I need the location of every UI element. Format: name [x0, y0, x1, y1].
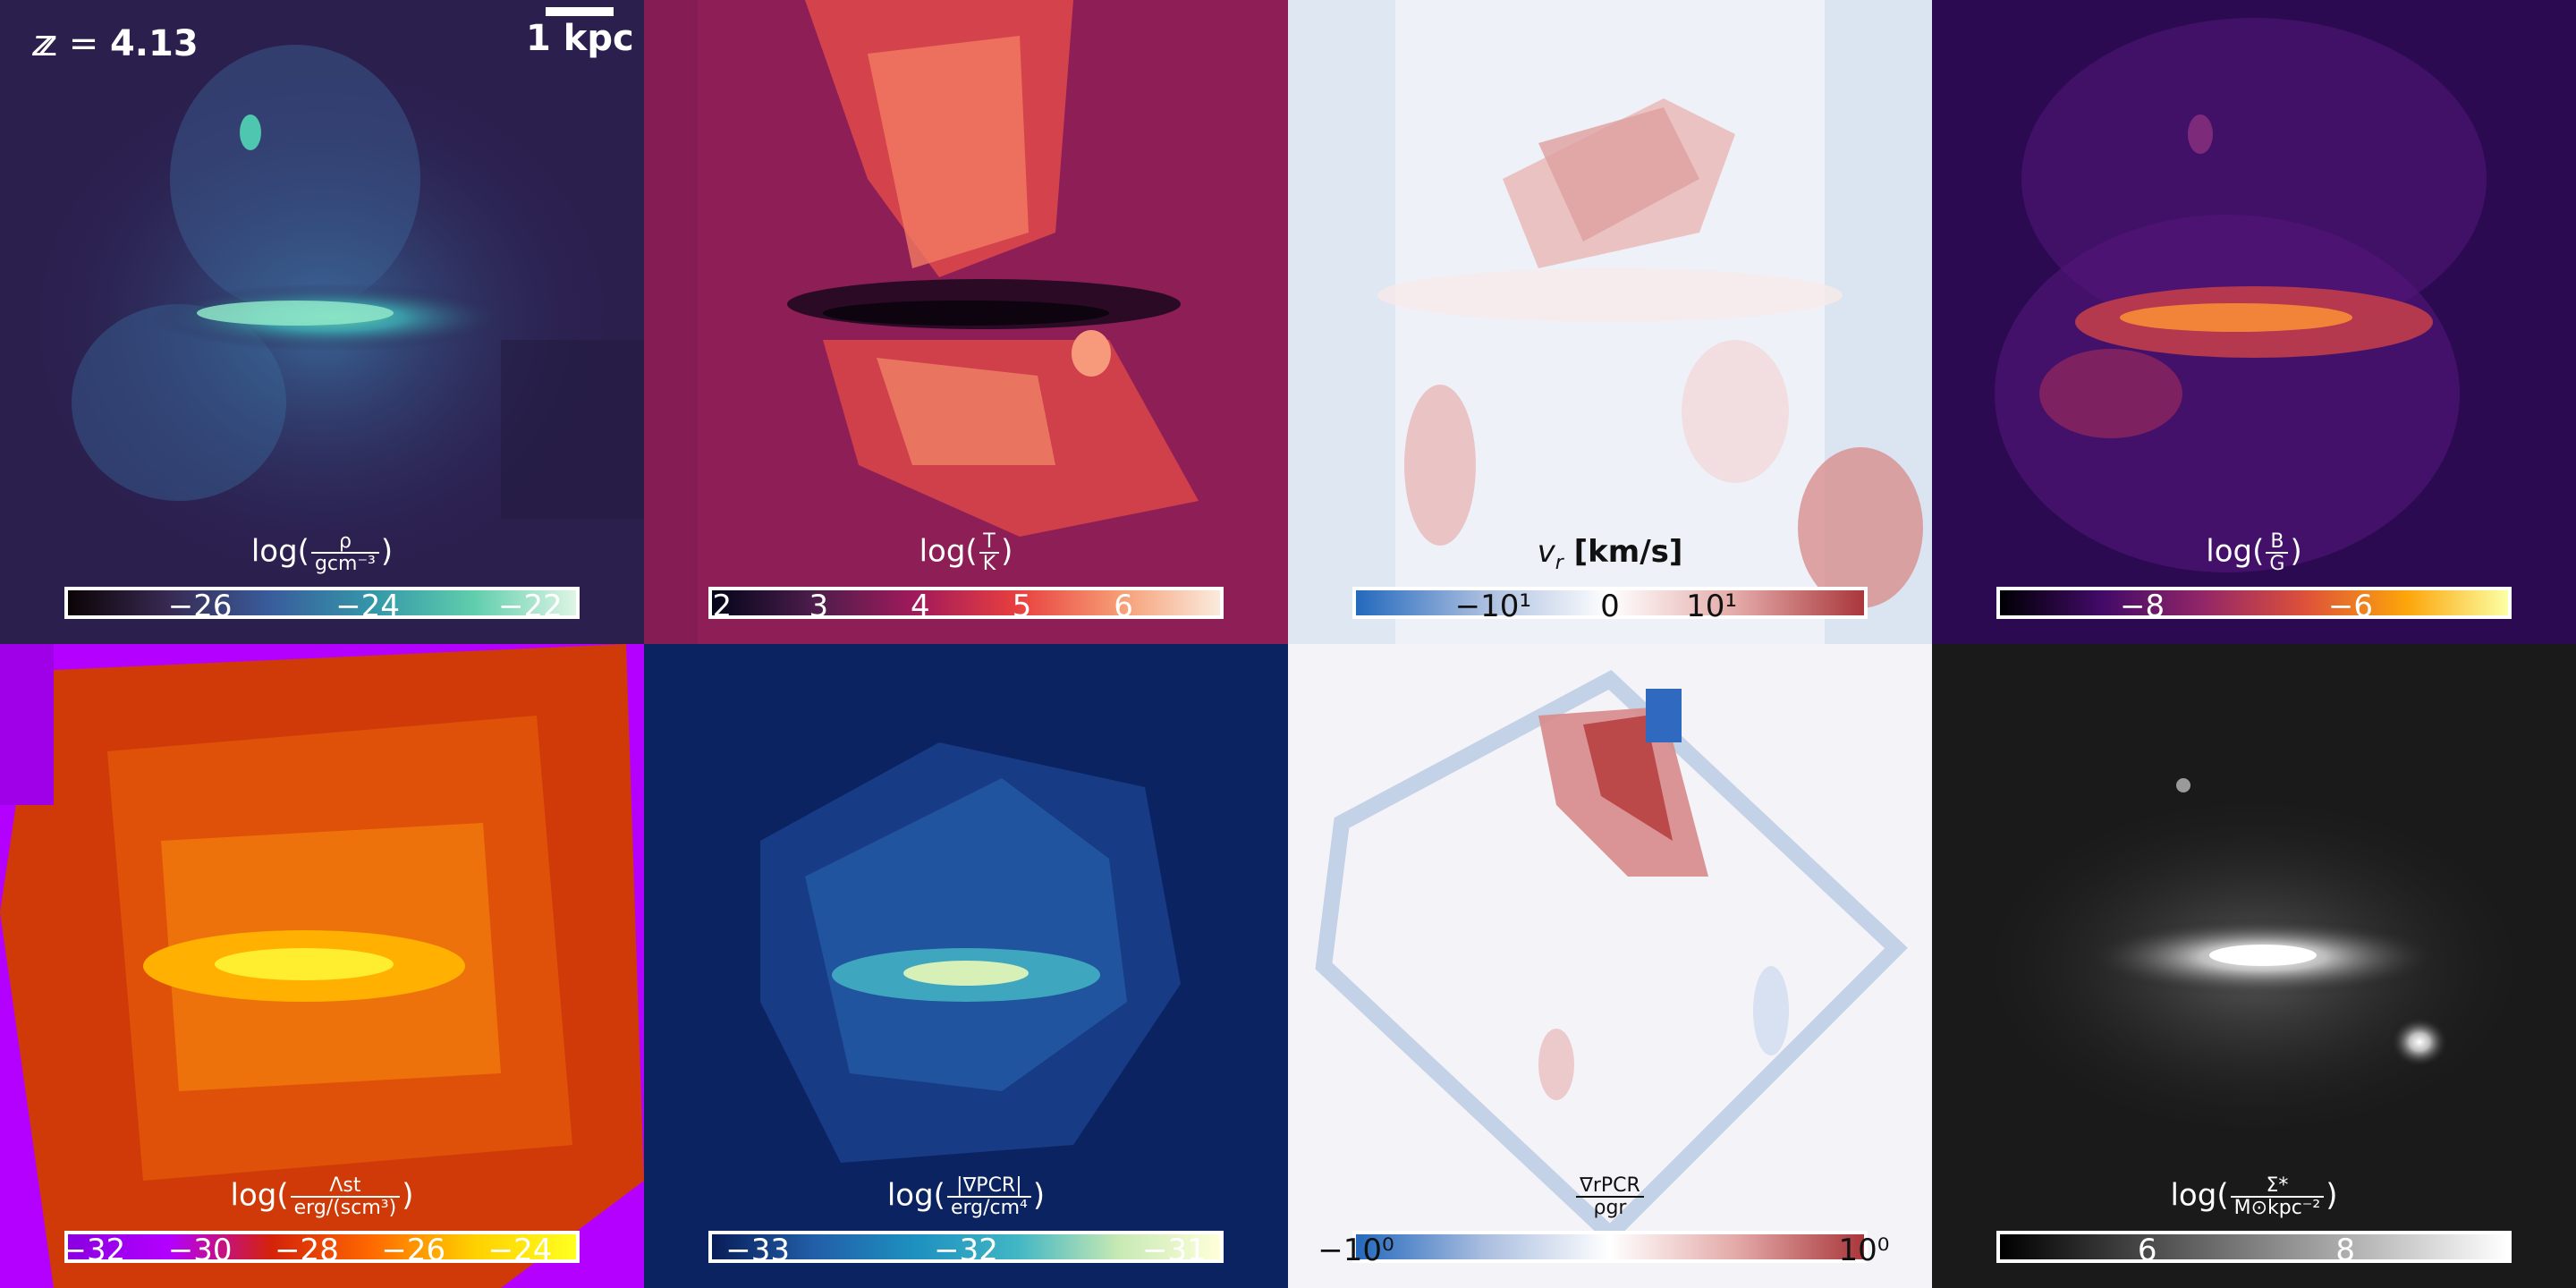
cr-pressure-gradient-tick: −33	[725, 1233, 790, 1268]
radial-velocity-colorbar: −10¹ 0 10¹	[1352, 587, 1868, 623]
magnetic-field-tick: −6	[2327, 589, 2373, 624]
temperature-tick: 6	[1114, 589, 1133, 624]
stellar-surface-density-tick: 6	[2137, 1233, 2157, 1268]
radial-velocity-tick: 10¹	[1686, 589, 1738, 624]
density-tick: −22	[497, 589, 563, 624]
temperature-tick: 3	[809, 589, 829, 624]
temperature-colorbar-label: log(T K)	[919, 530, 1013, 576]
cr-force-ratio-tick: 10⁰	[1838, 1233, 1890, 1268]
streaming-heating-colorbar-label: log(Λst erg/(scm³))	[230, 1174, 414, 1220]
stellar-surface-density-tick: 8	[2335, 1233, 2356, 1268]
temperature-map	[644, 0, 1288, 644]
streaming-heating-tick: −28	[275, 1233, 339, 1268]
magnetic-field-tick: −8	[2119, 589, 2165, 624]
cr-pressure-gradient-tick: −31	[1141, 1233, 1207, 1268]
cr-pressure-gradient-panel: log(|∇PCR| erg/cm⁴) −33 −32 −31	[644, 644, 1288, 1288]
streaming-heating-map	[0, 644, 644, 1288]
stellar-surface-density-colorbar-label: log(Σ* M⊙kpc⁻²)	[2170, 1174, 2338, 1220]
cr-pressure-gradient-tick: −32	[934, 1233, 998, 1268]
cr-force-ratio-tick: −10⁰	[1318, 1233, 1394, 1268]
density-tick: −24	[335, 589, 400, 624]
magnetic-field-panel: log(B G) −8 −6	[1932, 0, 2576, 644]
magnetic-field-colorbar-label: log(B G)	[2206, 530, 2302, 576]
density-colorbar: −26 −24 −22	[64, 587, 580, 623]
stellar-surface-density-colorbar: 6 8	[1996, 1231, 2512, 1267]
temperature-tick: 4	[911, 589, 930, 624]
stellar-surface-density-panel: log(Σ* M⊙kpc⁻²) 6 8	[1932, 644, 2576, 1288]
radial-velocity-tick: 0	[1600, 589, 1620, 624]
cr-force-ratio-map	[1288, 644, 1932, 1288]
scale-bar	[546, 7, 614, 16]
streaming-heating-panel: log(Λst erg/(scm³)) −32 −30 −28 −26 −24	[0, 644, 644, 1288]
scale-bar-label: 1 kpc	[526, 18, 634, 59]
cr-pressure-gradient-colorbar-label: log(|∇PCR| erg/cm⁴)	[886, 1174, 1046, 1220]
density-tick: −26	[167, 589, 233, 624]
streaming-heating-tick: −26	[381, 1233, 446, 1268]
temperature-tick: 5	[1012, 589, 1032, 624]
streaming-heating-colorbar: −32 −30 −28 −26 −24	[62, 1231, 580, 1267]
streaming-heating-tick: −30	[167, 1233, 233, 1268]
radial-velocity-panel: vr [km/s] −10¹ 0 10¹	[1288, 0, 1932, 644]
temperature-tick: 2	[712, 589, 733, 624]
cr-force-ratio-colorbar: −10⁰ 10⁰	[1318, 1231, 1889, 1267]
radial-velocity-colorbar-label: vr [km/s]	[1537, 534, 1683, 574]
cr-pressure-gradient-map	[644, 644, 1288, 1288]
streaming-heating-tick: −32	[61, 1233, 126, 1268]
temperature-panel: log(T K) 2 3 4 5 6	[644, 0, 1288, 644]
stellar-surface-density-map	[1932, 644, 2576, 1288]
radial-velocity-map	[1288, 0, 1932, 644]
streaming-heating-tick: −24	[487, 1233, 553, 1268]
cr-pressure-gradient-colorbar: −33 −32 −31	[708, 1231, 1224, 1267]
density-panel: zz = 4.13 1 kpc log(ρ gcm⁻³) −26 −24 −22	[0, 0, 644, 644]
magnetic-field-colorbar: −8 −6	[1996, 587, 2512, 623]
cr-force-ratio-panel: ∇rPCR ρgr −10⁰ 10⁰	[1288, 644, 1932, 1288]
density-colorbar-label: log(ρ gcm⁻³)	[250, 530, 394, 576]
cr-force-ratio-colorbar-label: ∇rPCR ρgr	[1288, 1175, 1932, 1218]
redshift-label: zz = 4.13	[32, 23, 199, 64]
magnetic-field-map	[1932, 0, 2576, 644]
density-map	[0, 0, 644, 644]
radial-velocity-tick: −10¹	[1454, 589, 1532, 624]
temperature-colorbar: 2 3 4 5 6	[708, 587, 1224, 623]
